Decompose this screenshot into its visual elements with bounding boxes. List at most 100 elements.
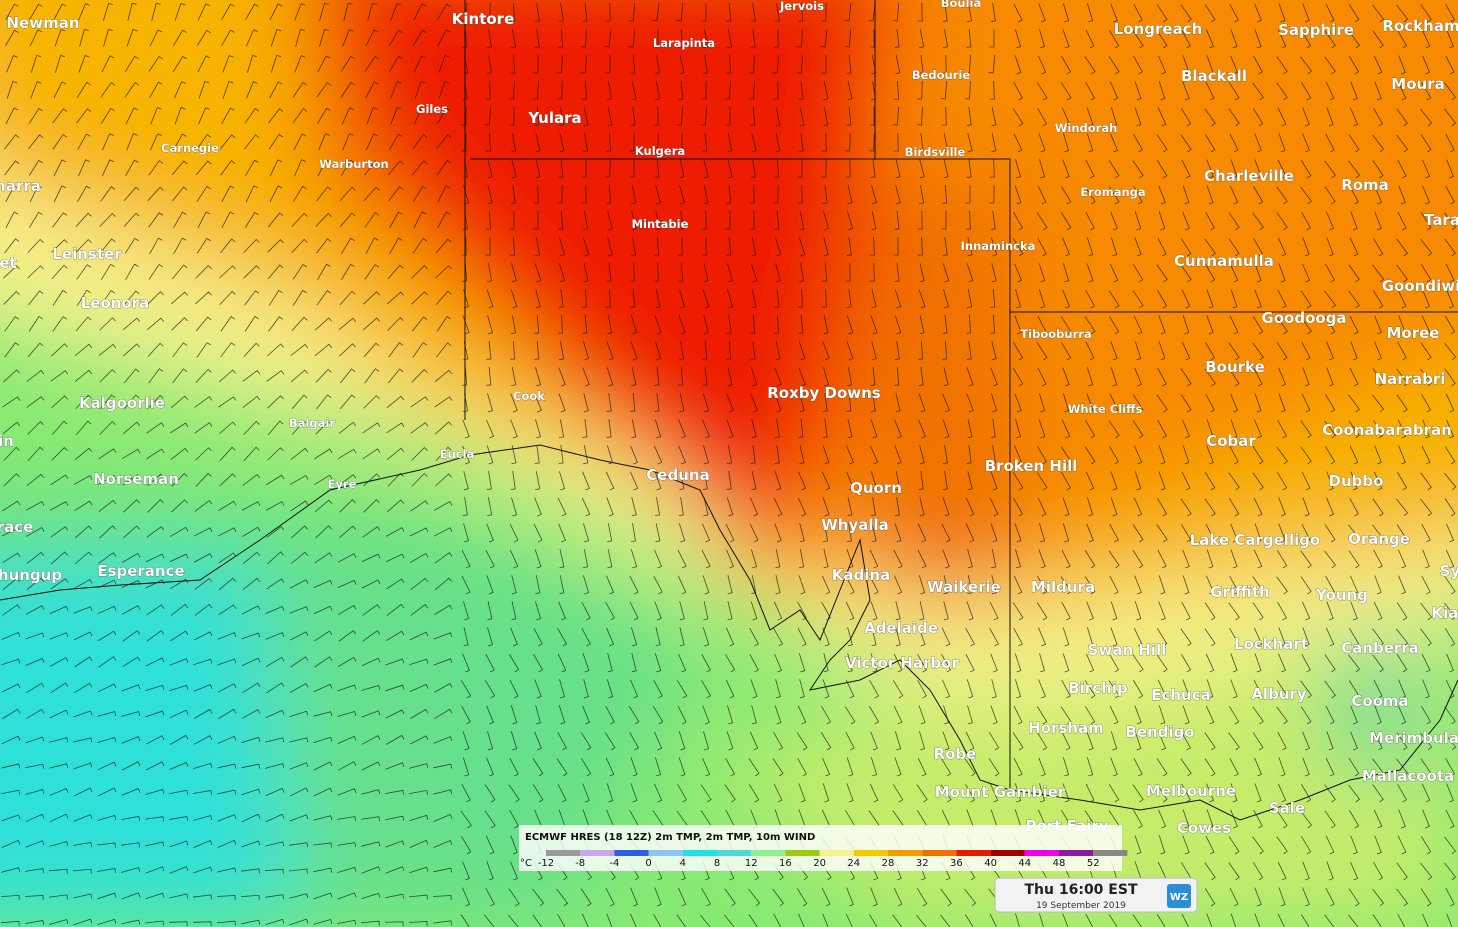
place-label: Kintore [452, 10, 515, 28]
place-label: Cobar [1206, 432, 1256, 450]
place-label: Birdsville [905, 145, 966, 159]
place-label: Roxby Downs [767, 384, 881, 402]
place-label: Melbourne [1146, 782, 1236, 800]
place-label: Goondiwi [1382, 277, 1458, 295]
timestamp-box: Thu 16:00 EST 19 September 2019 WZ [994, 877, 1198, 913]
place-label: Roma [1341, 176, 1389, 194]
legend-tick-label: 48 [1053, 858, 1066, 869]
place-label: Warburton [319, 157, 388, 171]
place-label: Robe [934, 745, 977, 763]
legend-swatch [751, 850, 786, 856]
legend-tick-label: 36 [950, 858, 963, 869]
legend-tick-label: 16 [779, 858, 792, 869]
legend-swatch [888, 850, 923, 856]
place-label: Kalgoorlie [79, 394, 165, 412]
legend-swatch [922, 850, 957, 856]
place-label: Kulgera [635, 144, 685, 158]
place-label: race [0, 518, 33, 536]
place-label: Ceduna [646, 466, 709, 484]
legend-swatch [682, 850, 717, 856]
place-label: Bourke [1205, 358, 1265, 376]
place-label: Eucla [440, 447, 475, 461]
place-label: Adelaide [864, 619, 938, 637]
legend-swatch [1093, 850, 1128, 856]
place-label: Innamincka [961, 239, 1036, 253]
legend-tick-label: 40 [984, 858, 997, 869]
place-label: Victor Harbor [845, 654, 960, 672]
place-label: et [0, 254, 17, 272]
place-label: Giles [416, 102, 448, 116]
legend-swatch [1059, 850, 1094, 856]
place-label: Sale [1269, 799, 1305, 817]
place-label: Mintabie [632, 217, 689, 231]
logo-badge [1167, 884, 1191, 908]
place-label: Kia [1432, 604, 1458, 622]
place-label: Echuca [1151, 686, 1211, 704]
place-label: Leinster [52, 245, 122, 263]
legend-swatch [614, 850, 649, 856]
legend-tick-label: 24 [847, 858, 860, 869]
place-label: Cook [513, 389, 545, 403]
place-label: Quorn [850, 479, 902, 497]
legend-tick-label: -8 [575, 858, 585, 869]
state-border [464, 0, 1458, 790]
legend-tick-label: 28 [882, 858, 895, 869]
place-label: Cooma [1351, 692, 1408, 710]
place-label: Broken Hill [985, 457, 1078, 475]
legend-tick-label: -12 [538, 858, 554, 869]
place-label: Birchip [1068, 679, 1128, 697]
logo: WZ [1170, 892, 1188, 903]
place-label: Mildura [1031, 578, 1095, 596]
place-label: Newman [6, 14, 79, 32]
place-label: Rockham [1382, 17, 1458, 35]
place-label: Canberra [1341, 639, 1419, 657]
place-label: Cunnamulla [1174, 252, 1274, 270]
place-label: Sy [1440, 562, 1458, 580]
legend-swatch [580, 850, 615, 856]
place-label: Leonora [81, 294, 150, 312]
place-label: Coonabarabran [1322, 421, 1452, 439]
place-label: Windorah [1055, 121, 1118, 135]
legend-swatch [648, 850, 683, 856]
place-label: Carnegie [161, 141, 219, 155]
timestamp-time: Thu 16:00 EST [1025, 882, 1138, 898]
legend-tick-label: -4 [609, 858, 619, 869]
place-label: Whyalla [821, 516, 889, 534]
place-label: Bedourie [912, 68, 970, 82]
place-label: hungup [0, 566, 62, 584]
legend-tick-label: 44 [1018, 858, 1031, 869]
legend-swatch [819, 850, 854, 856]
place-label: Charleville [1204, 167, 1294, 185]
place-label: Tibooburra [1020, 327, 1091, 341]
place-label: Orange [1348, 530, 1410, 548]
place-label: Eromanga [1080, 185, 1145, 199]
legend-title: ECMWF HRES (18 12Z) 2m TMP, 2m TMP, 10m … [525, 832, 815, 843]
place-label: Norseman [93, 470, 179, 488]
legend-bar: -12 -8 -4 0 4 8 12 16 20 24 28 32 36 40 44 48 52 [538, 850, 1128, 869]
place-label: Cowes [1177, 819, 1231, 837]
legend-tick-label: 52 [1087, 858, 1100, 869]
coastline [0, 444, 1458, 821]
legend-swatch [956, 850, 991, 856]
place-label: Mallacoota [1362, 767, 1454, 785]
legend-swatch [785, 850, 820, 856]
place-label: Goodooga [1261, 309, 1346, 327]
place-label: Larapinta [653, 36, 715, 50]
place-label: Lake Cargelligo [1190, 531, 1321, 549]
place-label: Young [1315, 586, 1368, 604]
place-label: Blackall [1181, 67, 1247, 85]
place-label: Longreach [1114, 20, 1203, 38]
place-label: Boulia [941, 0, 982, 10]
timestamp-background [994, 877, 1198, 913]
legend-box [519, 825, 1122, 871]
place-label: Narrabri [1375, 370, 1446, 388]
legend-tick-label: 0 [645, 858, 651, 869]
place-label: Waikerie [927, 578, 1001, 596]
legend-swatch [546, 850, 581, 856]
legend-tick-label: 20 [813, 858, 826, 869]
place-label: Horsham [1028, 719, 1104, 737]
place-label: narra [0, 177, 41, 195]
